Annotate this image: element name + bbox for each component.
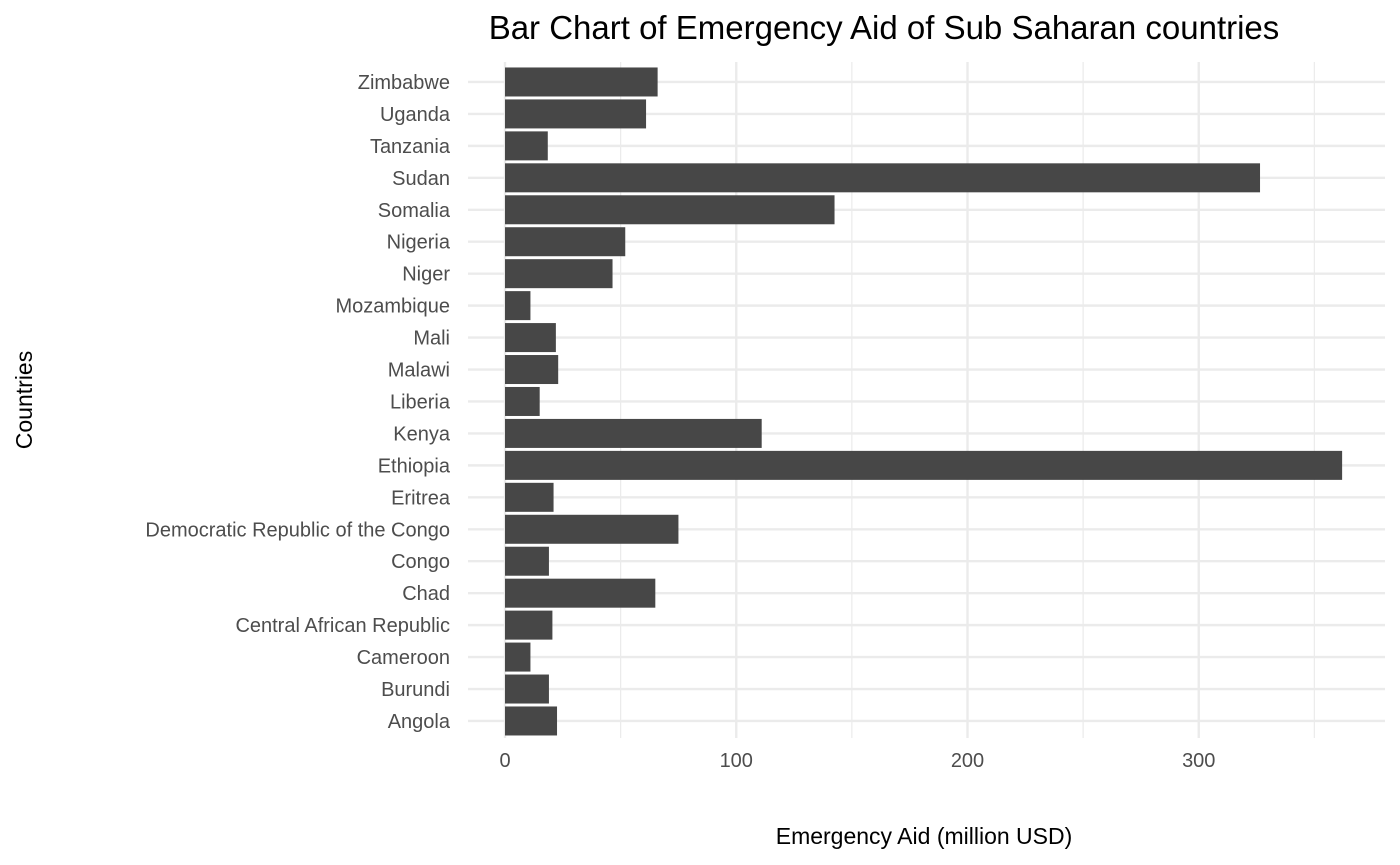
y-axis-title: Countries [11,351,37,449]
y-tick-label: Uganda [380,104,451,126]
x-tick-label: 300 [1182,750,1215,772]
bar-congo [505,546,549,576]
bar-mali [505,323,556,353]
y-tick-label: Democratic Republic of the Congo [145,519,450,541]
y-tick-label: Congo [391,551,450,573]
y-tick-label: Liberia [390,391,451,413]
y-tick-label: Sudan [392,168,450,190]
bar-ethiopia [505,450,1343,480]
bar-tanzania [505,131,548,161]
y-tick-label: Zimbabwe [358,72,450,94]
y-tick-label: Mozambique [335,296,450,318]
y-tick-label: Kenya [393,423,451,445]
y-tick-label: Somalia [378,200,451,222]
bar-layer [505,67,1343,736]
bar-burundi [505,674,549,704]
y-tick-label: Niger [402,264,450,286]
y-tick-label: Burundi [381,679,450,701]
y-tick-label: Ethiopia [378,455,451,477]
bar-mozambique [505,291,531,321]
bar-eritrea [505,482,554,512]
bar-nigeria [505,227,626,257]
bar-sudan [505,163,1261,193]
y-tick-label: Central African Republic [235,615,450,637]
chart-title: Bar Chart of Emergency Aid of Sub Sahara… [489,9,1280,46]
bar-cameroon [505,642,531,672]
y-tick-label: Cameroon [357,647,450,669]
bar-liberia [505,386,540,416]
y-tick-labels: Angola Burundi Cameroon Central African Rep… [145,72,450,733]
y-tick-label: Chad [402,583,450,605]
bar-democratic-republic-of-the-congo [505,514,679,544]
y-tick-label: Malawi [388,360,450,382]
bar-uganda [505,99,647,129]
x-tick-label: 100 [720,750,753,772]
bar-niger [505,259,613,289]
bar-zimbabwe [505,67,658,97]
bar-central-african-republic [505,610,553,640]
y-tick-label: Angola [388,711,451,733]
x-axis-title: Emergency Aid (million USD) [776,823,1073,849]
x-tick-label: 0 [499,750,510,772]
x-tick-label: 200 [951,750,984,772]
bar-kenya [505,418,762,448]
bar-malawi [505,355,559,385]
y-tick-label: Tanzania [370,136,451,158]
y-tick-label: Nigeria [387,232,451,254]
bar-somalia [505,195,835,225]
y-tick-label: Eritrea [391,487,451,509]
bar-chad [505,578,656,608]
bar-angola [505,706,558,736]
y-tick-label: Mali [413,328,450,350]
x-tick-labels: 0 100 200 300 [499,750,1215,772]
